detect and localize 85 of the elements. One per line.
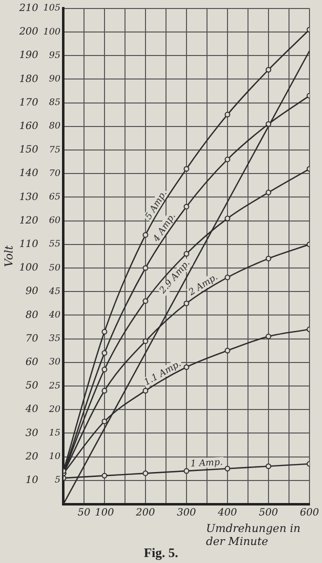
point [184, 251, 190, 257]
y-tick-label: 210 [18, 2, 39, 14]
y-tick-label: 70 [26, 333, 39, 344]
y2-tick-label: 95 [49, 50, 61, 61]
y-tick-label: 60 [26, 356, 39, 368]
y-tick-label: 130 [19, 192, 39, 203]
y-tick-label: 170 [19, 97, 39, 108]
point [142, 265, 148, 271]
y-tick-label: 80 [26, 310, 39, 321]
caption: Fig. 5. [144, 545, 178, 560]
y-tick-label: 50 [26, 380, 39, 392]
point [142, 470, 148, 476]
y2-tick-label: 80 [49, 122, 61, 132]
x-tick-label: 500 [258, 508, 279, 519]
y2-tick-label: 55 [49, 240, 61, 250]
y-tick-label: 90 [26, 286, 39, 298]
point [224, 156, 230, 162]
point [184, 468, 190, 474]
y2-tick-label: 85 [49, 98, 61, 108]
y-tick-label: 150 [19, 144, 39, 156]
x-tick-label: 200 [134, 508, 156, 519]
x-tick-label: 50 [78, 508, 91, 519]
y2-tick-label: 5 [54, 476, 61, 486]
y2-tick-label: 45 [48, 286, 61, 297]
text: 1.1 Amp. [142, 359, 184, 388]
y2-tick-label: 15 [49, 428, 61, 439]
point [266, 256, 272, 262]
point [102, 418, 108, 424]
point [266, 334, 272, 340]
y2-tick-label: 70 [49, 168, 61, 179]
point [102, 388, 108, 394]
y-tick-label: 40 [24, 404, 39, 416]
y-tick-label: 160 [19, 120, 39, 132]
y2-tick-label: 90 [49, 74, 61, 85]
point [266, 66, 272, 73]
point [224, 274, 230, 280]
y2-tick-label: 40 [48, 310, 61, 321]
point [142, 388, 148, 394]
point [224, 216, 230, 222]
y2-tick-label: 35 [49, 334, 61, 344]
y-tick-label: 120 [19, 215, 39, 226]
y-tick-label: 20 [24, 451, 39, 462]
point [102, 350, 108, 356]
point [102, 472, 108, 478]
y2-tick-label: 30 [49, 358, 61, 368]
y2-tick-label: 65 [49, 192, 61, 203]
series-label: 1 Amp. [190, 458, 224, 470]
point [266, 121, 272, 127]
y-tick-label: 200 [18, 26, 39, 38]
y-tick-label: 140 [19, 168, 39, 180]
point [266, 463, 272, 470]
y-tick-label: 100 [19, 262, 39, 274]
point [184, 300, 190, 306]
y2-tick-label: 10 [49, 452, 61, 462]
x-tick-label: 100 [94, 508, 115, 519]
point [184, 204, 190, 210]
point [142, 232, 148, 238]
text: 2 Amp. [186, 272, 220, 299]
point [224, 466, 230, 472]
point [224, 112, 230, 118]
point [102, 328, 108, 335]
x-tick-label: 400 [216, 508, 238, 519]
point [224, 348, 230, 354]
y-tick-label: 110 [19, 238, 39, 250]
point [102, 366, 108, 372]
y2-tick-label: 105 [43, 4, 61, 14]
point [184, 364, 190, 370]
point [142, 338, 148, 344]
y2-tick-label: 20 [48, 404, 61, 415]
y2-tick-label: 60 [49, 216, 61, 226]
y2-tick-label: 75 [49, 145, 61, 156]
x-tick-label: 600 [300, 508, 320, 519]
y-axis-title: Volt [2, 244, 16, 267]
y-tick-label: 10 [26, 474, 39, 486]
y-tick-label: 30 [26, 428, 39, 439]
point [142, 298, 148, 304]
y-tick-label: 180 [19, 74, 39, 85]
x-axis-title: Umdrehungen in der Minute [206, 522, 302, 548]
x-tick-label: 300 [176, 508, 197, 519]
y-tick-label: 190 [19, 50, 39, 62]
y2-tick-label: 100 [43, 27, 61, 38]
y2-tick-label: 25 [48, 381, 61, 392]
point [184, 166, 190, 172]
y2-tick-label: 50 [49, 263, 61, 274]
point [266, 190, 272, 196]
